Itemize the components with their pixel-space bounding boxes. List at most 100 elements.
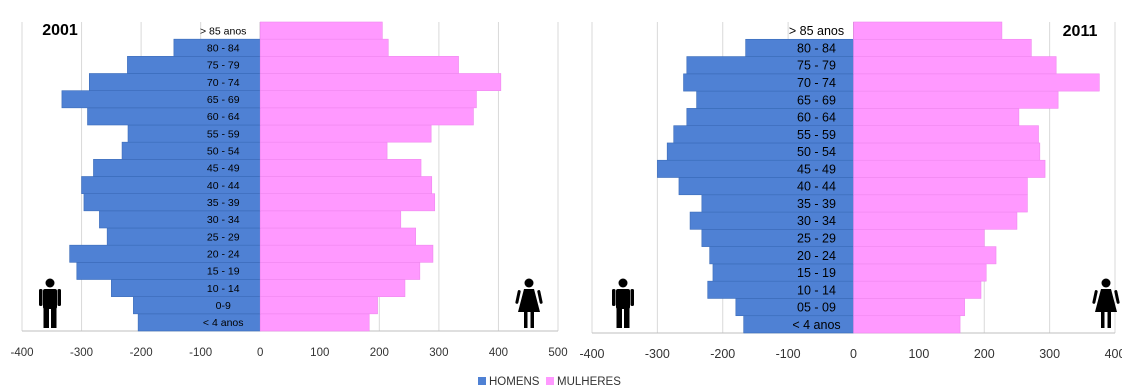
bar-mulheres [853, 229, 985, 247]
woman-leg-left [1101, 312, 1105, 328]
bar-mulheres [259, 176, 433, 194]
man-torso [43, 289, 57, 309]
legend-swatch [478, 377, 486, 385]
bar-mulheres [259, 124, 432, 143]
x-tick-label: 200 [974, 347, 995, 361]
x-tick-label: 400 [489, 347, 508, 359]
category-label: 20 - 24 [207, 249, 240, 261]
category-label: < 4 anos [792, 318, 840, 332]
x-tick-label: -300 [645, 347, 670, 361]
category-label: 40 - 44 [207, 180, 240, 192]
category-label: 75 - 79 [207, 60, 240, 72]
woman-arm-right [537, 290, 543, 304]
bar-mulheres [259, 38, 389, 57]
bar-mulheres [853, 263, 987, 282]
bar-mulheres [259, 193, 436, 212]
category-label: 05 - 09 [797, 301, 836, 315]
woman-dress [518, 289, 540, 312]
category-label: 60 - 64 [797, 111, 836, 125]
category-label: 55 - 59 [207, 128, 240, 140]
category-label: 45 - 49 [207, 163, 240, 175]
category-label: 15 - 19 [797, 266, 836, 280]
bar-mulheres [853, 315, 961, 334]
woman-arm-left [1092, 290, 1098, 304]
bar-mulheres [259, 107, 474, 126]
man-leg-right [624, 308, 630, 328]
category-label: > 85 anos [200, 25, 246, 37]
bar-homens [133, 296, 261, 315]
bar-mulheres [853, 38, 1032, 57]
x-tick-label: -100 [776, 347, 801, 361]
woman-leg-left [524, 312, 528, 328]
x-tick-label: -200 [710, 347, 735, 361]
category-label: 65 - 69 [207, 94, 240, 106]
category-label: 65 - 69 [797, 93, 836, 107]
pyramid-chart-0: < 4 anos 0-9 10 - 14 15 - 19 20 - 24 25 - 29 3… [10, 21, 568, 359]
man-head [45, 278, 55, 288]
x-tick-label: -400 [579, 347, 604, 361]
category-label: 10 - 14 [207, 283, 240, 295]
bar-mulheres [259, 262, 421, 280]
bar-mulheres [259, 56, 459, 74]
bar-mulheres [259, 296, 378, 315]
category-label: 10 - 14 [797, 283, 836, 297]
woman-leg-right [1107, 312, 1111, 328]
legend: HOMENS MULHERES [478, 376, 621, 388]
man-arm-right [630, 289, 634, 306]
man-torso [616, 289, 630, 309]
category-label: 70 - 74 [207, 77, 240, 89]
bar-mulheres [853, 159, 1046, 178]
chart-title: 2011 [1063, 23, 1098, 40]
category-label: 50 - 54 [797, 145, 836, 159]
bar-mulheres [853, 21, 1003, 40]
category-label: 60 - 64 [207, 111, 240, 123]
man-arm-right [57, 289, 61, 306]
x-tick-label: -100 [189, 347, 212, 359]
bar-mulheres [853, 177, 1028, 196]
woman-leg-right [530, 312, 534, 328]
category-label: 70 - 74 [797, 76, 836, 90]
chart-title: 2001 [42, 22, 78, 39]
bar-mulheres [853, 125, 1039, 144]
category-label: 80 - 84 [207, 43, 240, 55]
bar-mulheres [259, 73, 502, 91]
bar-mulheres [853, 280, 982, 299]
bar-mulheres [853, 73, 1100, 92]
x-tick-label: 0 [850, 347, 857, 361]
category-label: 30 - 34 [207, 214, 240, 226]
category-label: 75 - 79 [797, 59, 836, 73]
bar-mulheres [259, 227, 416, 246]
category-label: 30 - 34 [797, 214, 836, 228]
bar-mulheres [853, 194, 1028, 213]
category-label: 55 - 59 [797, 128, 836, 142]
category-label: 80 - 84 [797, 41, 836, 55]
bar-mulheres [853, 90, 1059, 109]
category-label: 50 - 54 [207, 146, 240, 158]
x-tick-label: 200 [370, 347, 389, 359]
category-label: 35 - 39 [797, 197, 836, 211]
legend-label: MULHERES [557, 376, 621, 388]
legend-label: HOMENS [489, 376, 540, 388]
man-arm-left [39, 289, 43, 306]
bar-mulheres [259, 159, 422, 177]
x-tick-label: -300 [70, 347, 93, 359]
man-icon [612, 278, 634, 328]
legend-item: MULHERES [546, 376, 621, 388]
legend-item: HOMENS [478, 376, 540, 388]
category-label: 40 - 44 [797, 180, 836, 194]
bar-mulheres [259, 210, 402, 229]
man-leg-left [616, 308, 622, 328]
x-tick-label: 100 [908, 347, 929, 361]
bar-mulheres [259, 21, 383, 40]
woman-icon [1092, 278, 1120, 328]
bar-mulheres [259, 279, 406, 297]
bar-mulheres [853, 108, 1020, 126]
legend-swatch [546, 377, 554, 385]
x-tick-label: -200 [130, 347, 153, 359]
man-arm-left [612, 289, 616, 306]
x-tick-label: -400 [10, 347, 33, 359]
woman-arm-right [1114, 290, 1120, 304]
category-label: 20 - 24 [797, 249, 836, 263]
x-tick-label: 0 [257, 347, 263, 359]
